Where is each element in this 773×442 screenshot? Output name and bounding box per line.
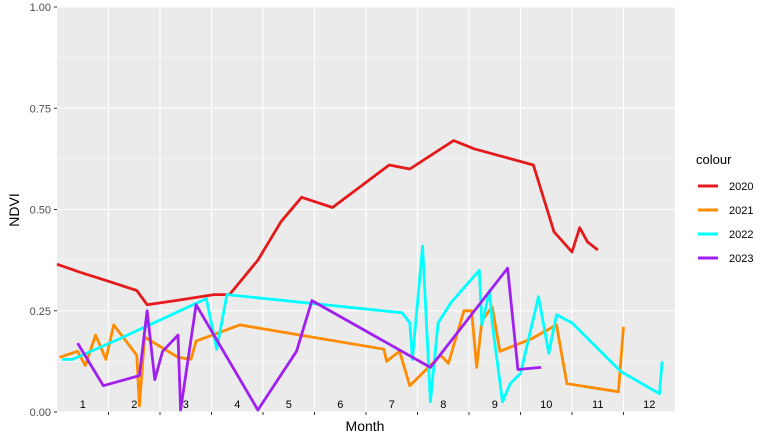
month-label: 5: [286, 399, 292, 411]
x-category-labels: 1 2 3 4 5 6 7 8 9 10 11 12: [80, 399, 656, 411]
month-label: 10: [540, 399, 552, 411]
legend-label-2021: 2021: [729, 205, 753, 217]
month-label: 11: [592, 399, 603, 411]
y-axis-ticks: 0.00 0.25 0.50 0.75 1.00: [30, 2, 57, 419]
x-axis-ticks: [108, 412, 624, 415]
legend-label-2020: 2020: [729, 181, 753, 193]
y-axis-title: NDVI: [6, 193, 22, 226]
y-tick-label: 0.75: [30, 103, 51, 115]
legend-label-2022: 2022: [729, 229, 753, 241]
y-tick-label: 1.00: [30, 2, 51, 14]
month-label: 8: [440, 399, 446, 411]
month-label: 2: [131, 399, 137, 411]
month-label: 9: [492, 399, 498, 411]
y-tick-label: 0.50: [30, 205, 51, 217]
legend-label-2023: 2023: [729, 253, 753, 265]
legend-title: colour: [696, 152, 732, 167]
month-label: 7: [389, 399, 395, 411]
month-label: 6: [337, 399, 343, 411]
legend: colour 2020 2021 2022 2023: [696, 152, 753, 265]
month-label: 4: [234, 399, 240, 411]
y-tick-label: 0.25: [30, 306, 51, 318]
series-lines: [56, 139, 664, 412]
series-line-2023: [76, 266, 542, 412]
series-line-2021: [59, 305, 625, 408]
y-tick-label: 0.00: [30, 407, 51, 419]
month-label: 3: [183, 399, 189, 411]
series-line-2022: [62, 244, 664, 404]
month-label: 12: [643, 399, 655, 411]
series-line-2020: [56, 139, 599, 307]
x-axis-title: Month: [346, 418, 385, 434]
month-label: 1: [80, 399, 86, 411]
